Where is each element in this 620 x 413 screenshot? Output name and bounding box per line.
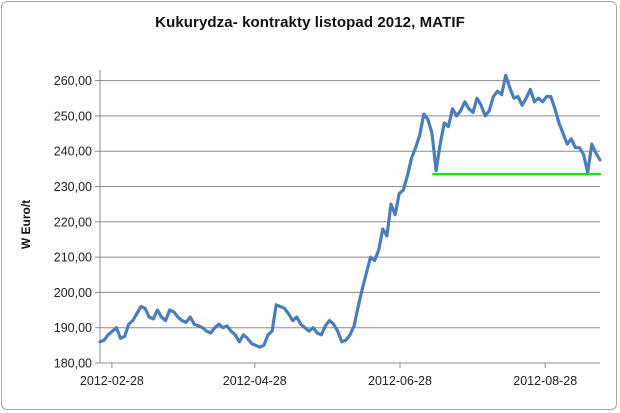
- axes: [99, 70, 600, 364]
- y-tick-label: 240,00: [54, 145, 92, 159]
- y-tick-label: 220,00: [54, 215, 92, 229]
- chart-title: Kukurydza- kontrakty listopad 2012, MATI…: [155, 14, 465, 31]
- y-tick-label: 250,00: [54, 109, 92, 123]
- y-tick-label: 200,00: [54, 286, 92, 300]
- x-tick-label: 2012-06-28: [368, 374, 432, 388]
- x-tick-label: 2012-04-28: [223, 374, 287, 388]
- y-tick-label: 180,00: [54, 357, 92, 371]
- y-tick-label: 190,00: [54, 321, 92, 335]
- y-axis-ticks: 180,00 190,00 200,00 210,00 220,00 230,00 240,…: [54, 74, 100, 371]
- x-tick-label: 2012-02-28: [80, 374, 144, 388]
- series-group: [98, 73, 602, 349]
- y-tick-label: 260,00: [54, 74, 92, 88]
- y-axis-title: W Euro/t: [19, 200, 33, 249]
- x-tick-label: 2012-08-28: [513, 374, 577, 388]
- gridlines: [100, 80, 600, 364]
- y-tick-label: 230,00: [54, 180, 92, 194]
- y-tick-label: 210,00: [54, 251, 92, 265]
- x-axis-ticks: 2012-02-28 2012-04-28 2012-06-28 2012-08-28: [80, 363, 577, 388]
- price-series-line: [98, 73, 602, 349]
